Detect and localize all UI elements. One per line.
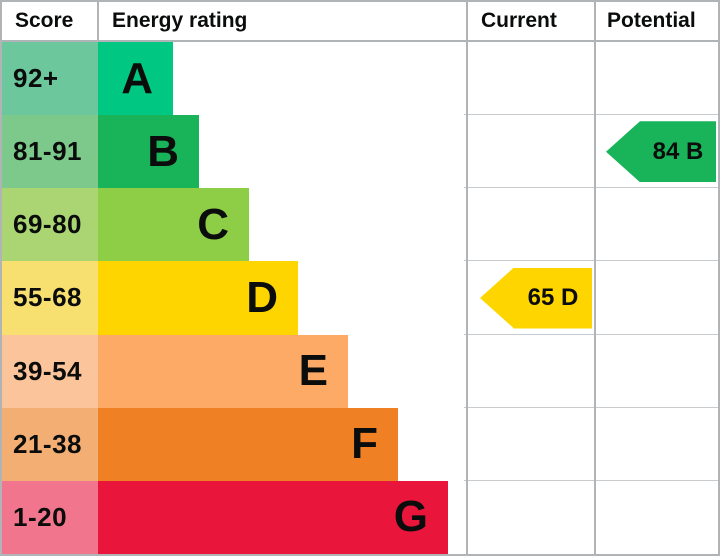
rating-letter-g: G <box>393 492 428 542</box>
score-range-a: 92+ <box>2 42 98 116</box>
divider-current-potential <box>594 2 596 554</box>
rating-bar-a: A <box>98 42 173 116</box>
row-separator <box>464 333 718 335</box>
rating-bar-e: E <box>98 334 348 408</box>
score-range-g: 1-20 <box>2 480 98 554</box>
band-row-b: 81-91 B <box>2 115 718 189</box>
chart-header: Score Energy rating Current Potential <box>2 2 718 42</box>
row-separator <box>464 479 718 481</box>
rating-bar-b: B <box>98 115 199 189</box>
rating-letter-f: F <box>351 419 378 469</box>
rating-letter-b: B <box>147 126 179 176</box>
rating-bar-d: D <box>98 261 298 335</box>
header-score: Score <box>15 9 74 32</box>
score-range-f: 21-38 <box>2 407 98 481</box>
rating-bar-f: F <box>98 407 398 481</box>
rating-letter-a: A <box>121 53 153 103</box>
band-row-g: 1-20 G <box>2 480 718 554</box>
potential-rating-label: 84 B <box>652 137 704 165</box>
score-range-d: 55-68 <box>2 261 98 335</box>
divider-rating-current <box>466 2 468 554</box>
band-row-a: 92+ A <box>2 42 718 116</box>
row-separator <box>464 260 718 262</box>
rating-letter-e: E <box>298 346 328 396</box>
row-separator <box>464 406 718 408</box>
rating-letter-c: C <box>197 199 229 249</box>
score-range-c: 69-80 <box>2 188 98 262</box>
header-current: Current <box>481 9 557 32</box>
band-rows: 92+ A 81-91 B 69-80 C 55-68 D 39-54 E 21… <box>2 42 718 554</box>
rating-letter-d: D <box>246 272 278 322</box>
row-separator <box>464 114 718 116</box>
row-separator <box>464 187 718 189</box>
band-row-f: 21-38 F <box>2 407 718 481</box>
header-energy-rating: Energy rating <box>112 9 248 32</box>
current-rating-label: 65 D <box>527 284 579 311</box>
rating-bar-c: C <box>98 188 249 262</box>
band-row-d: 55-68 D <box>2 261 718 335</box>
header-potential: Potential <box>607 9 696 32</box>
band-row-c: 69-80 C <box>2 188 718 262</box>
score-range-b: 81-91 <box>2 115 98 189</box>
score-range-e: 39-54 <box>2 334 98 408</box>
rating-bar-g: G <box>98 480 448 554</box>
divider-score-rating <box>97 2 99 40</box>
band-row-e: 39-54 E <box>2 334 718 408</box>
